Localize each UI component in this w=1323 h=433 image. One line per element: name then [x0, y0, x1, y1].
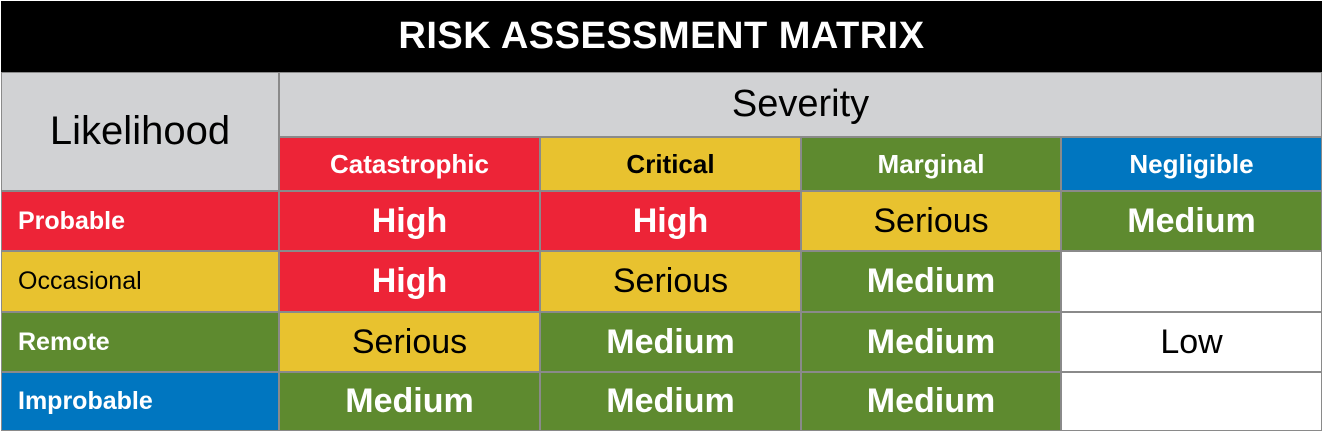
risk-cell: Medium: [1061, 191, 1322, 251]
risk-cell: Medium: [801, 372, 1061, 431]
severity-critical: Critical: [540, 137, 801, 191]
severity-catastrophic: Catastrophic: [279, 137, 540, 191]
risk-cell: Medium: [540, 312, 801, 372]
risk-cell: Serious: [801, 191, 1061, 251]
risk-cell: Serious: [279, 312, 540, 372]
likelihood-probable: Probable: [1, 191, 279, 251]
likelihood-improbable: Improbable: [1, 372, 279, 431]
likelihood-occasional: Occasional: [1, 251, 279, 312]
risk-cell: Low: [1061, 312, 1322, 372]
likelihood-header: Likelihood: [1, 72, 279, 191]
risk-cell: High: [279, 251, 540, 312]
severity-negligible: Negligible: [1061, 137, 1322, 191]
risk-cell: Serious: [540, 251, 801, 312]
severity-marginal: Marginal: [801, 137, 1061, 191]
severity-header: Severity: [279, 72, 1322, 137]
risk-cell: Medium: [540, 372, 801, 431]
risk-cell: Medium: [279, 372, 540, 431]
matrix-title: RISK ASSESSMENT MATRIX: [1, 1, 1322, 72]
risk-cell: Medium: [801, 312, 1061, 372]
risk-cell: [1061, 251, 1322, 312]
likelihood-remote: Remote: [1, 312, 279, 372]
risk-cell: Medium: [801, 251, 1061, 312]
risk-cell: High: [279, 191, 540, 251]
risk-cell: High: [540, 191, 801, 251]
risk-cell: [1061, 372, 1322, 431]
